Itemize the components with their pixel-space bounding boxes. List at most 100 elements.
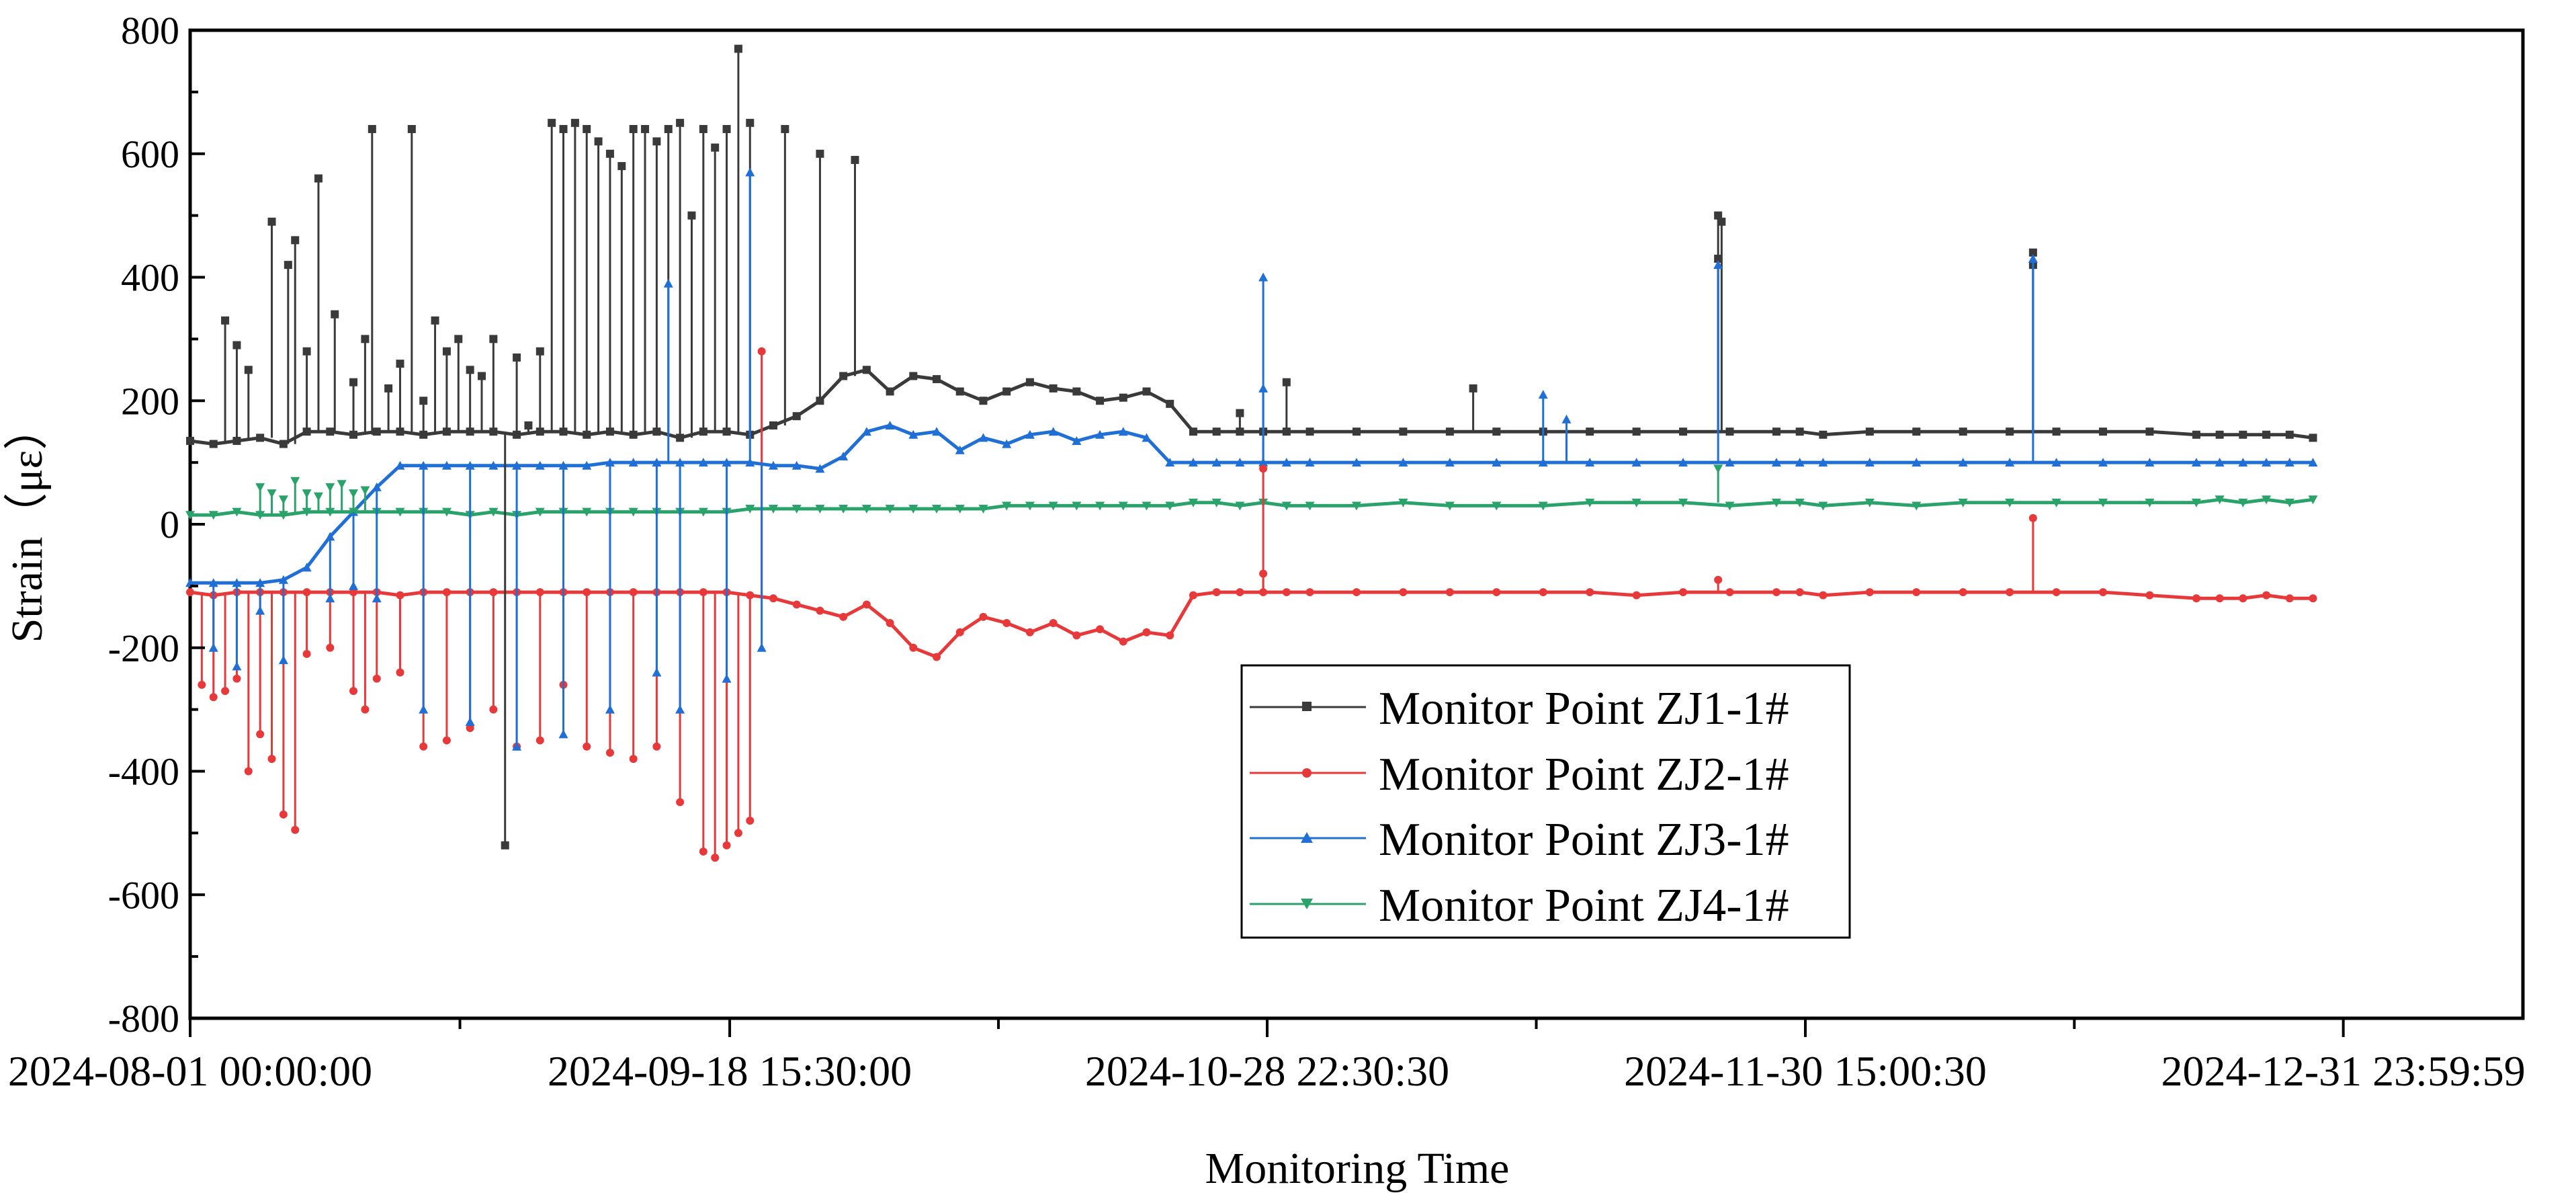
- spike-point: [361, 335, 370, 343]
- series-line: [189, 368, 2313, 446]
- spike-point: [291, 236, 300, 245]
- spike-point: [605, 748, 614, 757]
- data-point: [1958, 498, 1968, 507]
- spike-point: [664, 125, 673, 133]
- spike-point: [570, 118, 579, 127]
- spike-point: [524, 421, 533, 429]
- data-point: [2052, 588, 2061, 597]
- data-point: [1445, 588, 1454, 597]
- data-point: [1095, 501, 1105, 511]
- spike-point: [734, 829, 742, 837]
- data-point: [2099, 588, 2108, 597]
- spike-point: [368, 125, 376, 133]
- spike-point: [722, 125, 731, 133]
- spike-point: [419, 397, 428, 405]
- spike-point: [208, 643, 218, 652]
- data-point: [1353, 588, 1361, 597]
- data-point: [325, 507, 335, 517]
- data-point: [186, 436, 194, 445]
- data-point: [2145, 591, 2154, 600]
- spike-point: [442, 347, 451, 356]
- data-point: [605, 458, 615, 467]
- data-point: [1235, 501, 1245, 511]
- data-point: [1305, 588, 1314, 597]
- data-point: [279, 440, 288, 448]
- data-point: [255, 511, 265, 520]
- data-point: [395, 507, 405, 517]
- data-point: [722, 458, 732, 467]
- data-point: [232, 578, 242, 587]
- data-point: [979, 612, 988, 621]
- legend-item: Monitor Point ZJ2-1#: [1250, 749, 1789, 800]
- data-point: [1352, 458, 1361, 467]
- data-point: [1119, 393, 1127, 402]
- spike-point: [559, 125, 568, 133]
- data-point: [652, 458, 662, 467]
- spike-point: [267, 217, 276, 226]
- data-point: [1165, 458, 1175, 467]
- data-point: [1119, 637, 1127, 646]
- data-point: [1025, 429, 1035, 439]
- x-tick-label: 2024-08-01 00:00:00: [8, 1047, 372, 1095]
- data-point: [2191, 458, 2201, 467]
- data-point: [1212, 588, 1221, 597]
- spike-point: [548, 118, 556, 127]
- data-point: [2262, 591, 2271, 600]
- spike-point: [1714, 211, 1723, 220]
- spike-point: [419, 704, 429, 714]
- spike-point: [489, 335, 498, 343]
- y-tick-label: -600: [108, 873, 179, 917]
- spike-point: [313, 492, 323, 501]
- spike-point: [816, 149, 824, 158]
- data-point: [2051, 458, 2061, 467]
- spike-point: [255, 606, 265, 615]
- data-point: [1118, 427, 1128, 436]
- spike-point: [349, 378, 358, 386]
- data-point: [698, 458, 708, 467]
- data-point: [955, 387, 964, 396]
- data-point: [2239, 430, 2247, 439]
- spike-point: [372, 674, 381, 683]
- data-point: [1142, 387, 1151, 396]
- spike-point: [325, 593, 335, 603]
- data-point: [1049, 384, 1058, 393]
- legend-marker-zj1: [1302, 702, 1312, 711]
- data-point: [488, 507, 499, 517]
- spike-point: [198, 680, 206, 689]
- data-point: [1118, 501, 1128, 511]
- data-point: [1959, 427, 1967, 436]
- spike-point: [663, 278, 673, 288]
- data-point: [1305, 501, 1315, 511]
- data-point: [1398, 498, 1408, 507]
- data-point: [1912, 588, 1921, 597]
- data-point: [558, 460, 568, 470]
- spike-point: [535, 736, 544, 745]
- legend-label-zj2: Monitor Point ZJ2-1#: [1379, 749, 1789, 800]
- spike-point: [407, 125, 416, 133]
- spike-point: [232, 661, 242, 671]
- spike-point: [1236, 409, 1244, 417]
- spike-point: [290, 477, 300, 486]
- spike-point: [267, 755, 276, 764]
- data-point: [1912, 427, 1921, 436]
- data-point: [1188, 458, 1198, 467]
- series-4: [185, 495, 2318, 520]
- data-point: [2192, 594, 2200, 603]
- spike-point: [465, 717, 475, 726]
- spike-point: [605, 704, 615, 714]
- series-3-spikes: [208, 167, 2038, 751]
- data-point: [209, 440, 218, 448]
- data-point: [1165, 501, 1175, 511]
- data-point: [933, 653, 941, 661]
- data-point: [1166, 631, 1174, 640]
- spike-point: [466, 724, 474, 733]
- spike-point: [851, 155, 859, 164]
- spike-point: [1561, 414, 1572, 423]
- data-point: [885, 421, 895, 429]
- spike-point: [629, 125, 638, 133]
- data-point: [1189, 591, 1197, 600]
- data-point: [2284, 458, 2294, 467]
- data-point: [302, 563, 312, 572]
- series-layer: [185, 366, 2318, 661]
- data-point: [1142, 628, 1151, 636]
